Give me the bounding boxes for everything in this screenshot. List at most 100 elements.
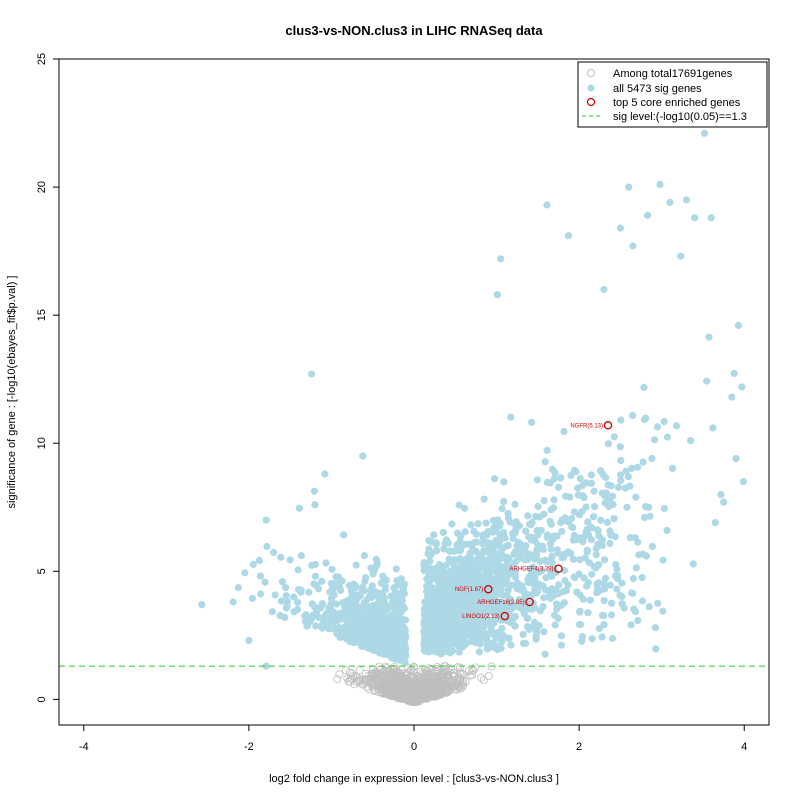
sig-point <box>340 531 348 539</box>
sig-point <box>538 566 546 575</box>
sig-point <box>613 565 621 573</box>
sig-point <box>617 456 625 465</box>
sig-point <box>607 482 615 490</box>
sig-point <box>705 333 713 341</box>
sig-point <box>682 196 691 204</box>
sig-point <box>450 606 458 614</box>
sig-point <box>325 604 333 612</box>
sig-point <box>474 520 482 528</box>
sig-point <box>427 623 435 632</box>
sig-point <box>348 582 356 591</box>
nonsig-point <box>335 670 344 679</box>
sig-point <box>583 525 591 534</box>
sig-point <box>459 595 467 604</box>
sig-point <box>503 617 511 625</box>
sig-point <box>651 436 659 444</box>
nonsig-point <box>432 692 441 701</box>
sig-point <box>482 519 490 527</box>
sig-point <box>442 579 450 587</box>
sig-point <box>519 630 527 639</box>
sig-point <box>600 597 608 605</box>
nonsig-point <box>432 667 441 676</box>
sig-point <box>447 630 455 638</box>
nonsig-point <box>440 667 449 676</box>
sig-point <box>466 596 474 604</box>
sig-point <box>368 582 376 590</box>
sig-point <box>529 580 537 588</box>
sig-point <box>703 377 711 385</box>
sig-point <box>348 634 356 642</box>
sig-point <box>422 630 430 639</box>
sig-point <box>286 556 294 564</box>
sig-point <box>338 577 346 585</box>
sig-point <box>659 607 667 615</box>
sig-point <box>528 564 536 572</box>
legend-text-total: Among total17691genes <box>613 68 733 80</box>
legend-text-threshold: sig level:(-log10(0.05)==1.3 <box>613 111 747 123</box>
sig-point <box>425 645 433 653</box>
sig-point <box>328 565 336 573</box>
x-axis: -4 -2 0 2 4 <box>79 725 747 753</box>
nonsig-point <box>433 663 442 672</box>
sig-point <box>421 617 429 626</box>
sig-point <box>507 413 515 421</box>
nonsig-point <box>452 677 461 686</box>
sig-point <box>380 595 388 603</box>
nonsig-point <box>447 676 456 685</box>
sig-point <box>564 232 573 240</box>
y-tick-label: 10 <box>36 437 48 449</box>
sig-point <box>297 586 305 594</box>
sig-point <box>318 624 326 632</box>
sig-point <box>547 590 556 598</box>
sig-point <box>455 501 463 509</box>
nonsig-point <box>375 683 384 692</box>
sig-point <box>512 518 520 526</box>
sig-point <box>460 590 468 598</box>
sig-point <box>402 616 410 624</box>
sig-point <box>618 593 626 601</box>
sig-point <box>600 285 608 294</box>
sig-point <box>490 643 498 652</box>
sig-point <box>607 530 615 538</box>
sig-point <box>297 552 305 560</box>
sig-point <box>500 478 508 486</box>
sig-point <box>504 509 512 518</box>
sig-point <box>334 616 342 624</box>
y-tick-label: 5 <box>36 568 48 574</box>
sig-point <box>479 534 487 542</box>
sig-point <box>485 629 493 638</box>
sig-point <box>382 576 391 584</box>
sig-point <box>568 515 576 523</box>
sig-point <box>638 574 646 582</box>
sig-point <box>512 557 520 566</box>
sig-point <box>595 532 603 540</box>
sig-point <box>399 650 407 658</box>
sig-point <box>480 495 488 503</box>
sig-point <box>500 579 508 587</box>
sig-point <box>446 601 454 610</box>
sig-point <box>541 650 549 658</box>
sig-point <box>526 550 534 559</box>
sig-point <box>639 458 647 466</box>
sig-point <box>555 581 563 589</box>
sig-point <box>360 639 368 647</box>
sig-point <box>245 636 253 645</box>
sig-point <box>553 605 561 613</box>
sig-point <box>580 574 588 582</box>
sig-point <box>594 561 603 569</box>
nonsig-point <box>416 693 425 702</box>
sig-point <box>522 527 530 535</box>
nonsig-point <box>393 667 402 676</box>
sig-point <box>536 557 544 566</box>
sig-point <box>263 542 271 551</box>
sig-point <box>576 556 584 564</box>
sig-point <box>738 383 746 391</box>
sig-point <box>620 604 628 612</box>
sig-point <box>550 496 558 504</box>
x-tick-label: -2 <box>244 741 254 753</box>
sig-point <box>435 581 444 589</box>
sig-point <box>389 649 397 657</box>
sig-point <box>707 214 715 222</box>
sig-point <box>369 570 377 578</box>
sig-point <box>486 576 495 584</box>
